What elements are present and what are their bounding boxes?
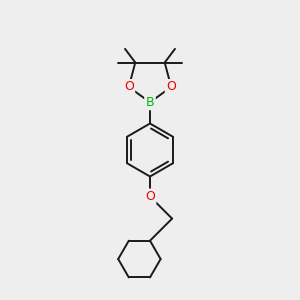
Text: B: B [146,96,154,109]
Text: O: O [166,80,176,94]
Text: O: O [145,190,155,203]
Text: O: O [124,80,134,94]
